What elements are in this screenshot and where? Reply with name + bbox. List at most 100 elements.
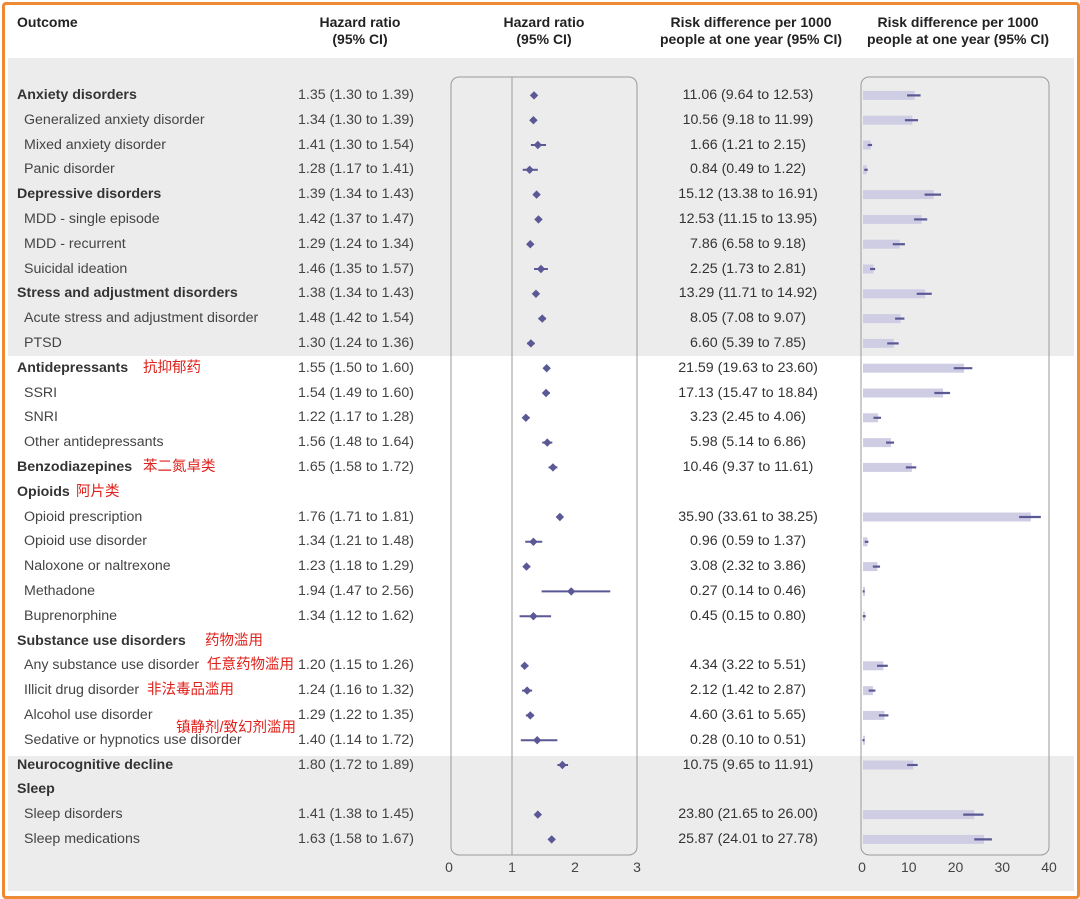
risk-difference-value: 4.34 (3.22 to 5.51) (690, 657, 806, 674)
hazard-ratio-value: 1.39 (1.34 to 1.43) (298, 186, 414, 203)
band-mental-health (8, 58, 1074, 356)
hr-axis-tick-label: 0 (445, 859, 453, 875)
rd-bar (863, 140, 871, 150)
rd-bar (863, 338, 894, 348)
header-rd-plot: Risk difference per 1000 people at one y… (854, 14, 1062, 48)
rd-bar (863, 264, 874, 274)
row-label: Buprenorphine (24, 607, 118, 624)
hr-point-marker (558, 760, 567, 770)
table-row: Opioid use disorder 1.34 (1.21 to 1.48) 0.… (0, 529, 1080, 554)
table-row: MDD - recurrent 1.29 (1.24 to 1.34) 7.86 (… (0, 232, 1080, 257)
row-label: Sedative or hypnotics use disorder (24, 731, 242, 748)
row-label: SNRI (24, 409, 58, 426)
row-annotation: 苯二氮卓类 (143, 459, 216, 475)
table-row: Other antidepressants 1.56 (1.48 to 1.64)… (0, 430, 1080, 455)
hazard-ratio-value: 1.42 (1.37 to 1.47) (298, 211, 414, 227)
row-label: Neurocognitive decline (17, 756, 174, 773)
hr-point-marker (567, 587, 576, 596)
table-row: Sleep disorders 1.41 (1.38 to 1.45) 23.80 … (0, 802, 1080, 827)
hazard-ratio-value: 1.48 (1.42 to 1.54) (298, 310, 414, 327)
rd-bar (863, 413, 879, 423)
row-label: Other antidepressants (24, 434, 164, 451)
table-row: Naloxone or naltrexone 1.23 (1.18 to 1.29… (0, 554, 1080, 579)
hr-point-marker (532, 190, 541, 199)
risk-difference-value: 2.25 (1.73 to 2.81) (690, 260, 806, 277)
table-row: Depressive disorders 1.39 (1.34 to 1.43) 1… (0, 182, 1080, 207)
row-annotation: 非法毒品滥用 (147, 682, 234, 699)
row-label: Sleep (17, 781, 55, 798)
table-row: Sleep (0, 777, 1080, 802)
row-label: Alcohol use disorder (24, 707, 153, 723)
hr-point-marker (521, 413, 531, 422)
table-row: Sedative or hypnotics use disorder 1.40 (… (0, 728, 1080, 753)
table-row: Sleep medications 1.63 (1.58 to 1.67) 25.8… (0, 827, 1080, 852)
table-row: Buprenorphine 1.34 (1.12 to 1.62) 0.45 (0.… (0, 604, 1080, 629)
hr-point-marker (533, 140, 543, 150)
row-label: PTSD (24, 335, 62, 351)
hazard-ratio-value: 1.65 (1.58 to 1.72) (298, 459, 414, 475)
header-rd-column: Risk difference per 1000 people at one y… (646, 14, 856, 48)
row-annotation: 药物滥用 (205, 632, 263, 649)
table-row: Illicit drug disorder 非法毒品滥用 1.24 (1.16 to… (0, 678, 1080, 703)
hazard-ratio-value: 1.30 (1.24 to 1.36) (298, 335, 414, 351)
hr-point-marker (525, 165, 534, 174)
risk-difference-value: 8.05 (7.08 to 9.07) (690, 310, 806, 327)
row-label: Any substance use disorder (24, 657, 200, 674)
risk-difference-value: 5.98 (5.14 to 6.86) (690, 434, 806, 451)
row-label: MDD - single episode (24, 211, 160, 227)
risk-difference-value: 0.96 (0.59 to 1.37) (690, 533, 806, 550)
rd-bar (863, 314, 901, 324)
risk-difference-value: 1.66 (1.21 to 2.15) (690, 136, 806, 153)
row-label: SSRI (24, 384, 58, 401)
hr-point-marker (538, 314, 547, 323)
risk-difference-value: 23.80 (21.65 to 26.00) (678, 806, 818, 823)
hr-point-marker (548, 463, 558, 472)
row-label: Acute stress and adjustment disorder (24, 310, 259, 327)
hr-point-marker (520, 661, 529, 670)
rd-bar (863, 810, 975, 820)
rd-plot-frame (860, 76, 1050, 856)
rd-axis-tick-label: 30 (994, 859, 1010, 875)
header-rd-line2: people at one year (95% CI) (659, 31, 843, 47)
rd-axis-tick-label: 20 (948, 859, 964, 875)
table-row: Acute stress and adjustment disorder 1.48… (0, 306, 1080, 331)
risk-difference-value: 4.60 (3.61 to 5.65) (690, 707, 806, 723)
risk-difference-value: 3.23 (2.45 to 4.06) (690, 409, 806, 426)
row-label: Depressive disorders (17, 186, 162, 203)
risk-difference-value: 10.75 (9.65 to 11.91) (682, 756, 814, 773)
risk-difference-value: 15.12 (13.38 to 16.91) (678, 186, 818, 203)
rd-bar (863, 834, 984, 844)
rd-bar (863, 289, 926, 299)
row-label: Illicit drug disorder (24, 682, 140, 699)
rd-axis-tick-label: 40 (1041, 859, 1057, 875)
row-label: Substance use disorders (17, 632, 186, 649)
risk-difference-value: 7.86 (6.58 to 9.18) (690, 235, 806, 252)
header-hr-line2: (95% CI) (332, 31, 388, 47)
risk-difference-value: 2.12 (1.42 to 2.87) (690, 682, 806, 699)
hr-point-marker (541, 388, 551, 398)
rd-axis-tick-label: 10 (901, 859, 917, 875)
hr-point-marker (531, 289, 541, 298)
hr-point-marker (533, 736, 542, 745)
rd-bar (863, 115, 913, 125)
risk-difference-value: 10.46 (9.37 to 11.61) (682, 459, 814, 475)
table-row: Opioids 阿片类 (0, 480, 1080, 505)
hr-point-marker (526, 711, 535, 720)
table-row: Mixed anxiety disorder 1.41 (1.30 to 1.54… (0, 133, 1080, 158)
hr-point-marker (542, 364, 551, 373)
rd-bar (863, 710, 885, 720)
table-row: MDD - single episode 1.42 (1.37 to 1.47) 1… (0, 207, 1080, 232)
rd-bar (863, 462, 912, 472)
risk-difference-value: 35.90 (33.61 to 38.25) (678, 508, 818, 525)
risk-difference-value: 0.27 (0.14 to 0.46) (690, 583, 806, 599)
table-row: Any substance use disorder 任意药物滥用 1.20 (1.… (0, 653, 1080, 678)
row-annotation: 抗抑郁药 (143, 359, 201, 376)
row-label: Stress and adjustment disorders (17, 285, 238, 302)
hr-point-marker (547, 835, 556, 844)
table-row: Anxiety disorders 1.35 (1.30 to 1.39) 11.0… (0, 83, 1080, 108)
table-row: Opioid prescription 1.76 (1.71 to 1.81) 35… (0, 505, 1080, 530)
hazard-ratio-value: 1.22 (1.17 to 1.28) (298, 409, 414, 426)
hazard-ratio-value: 1.56 (1.48 to 1.64) (298, 434, 414, 451)
hazard-ratio-value: 1.54 (1.49 to 1.60) (298, 384, 414, 401)
